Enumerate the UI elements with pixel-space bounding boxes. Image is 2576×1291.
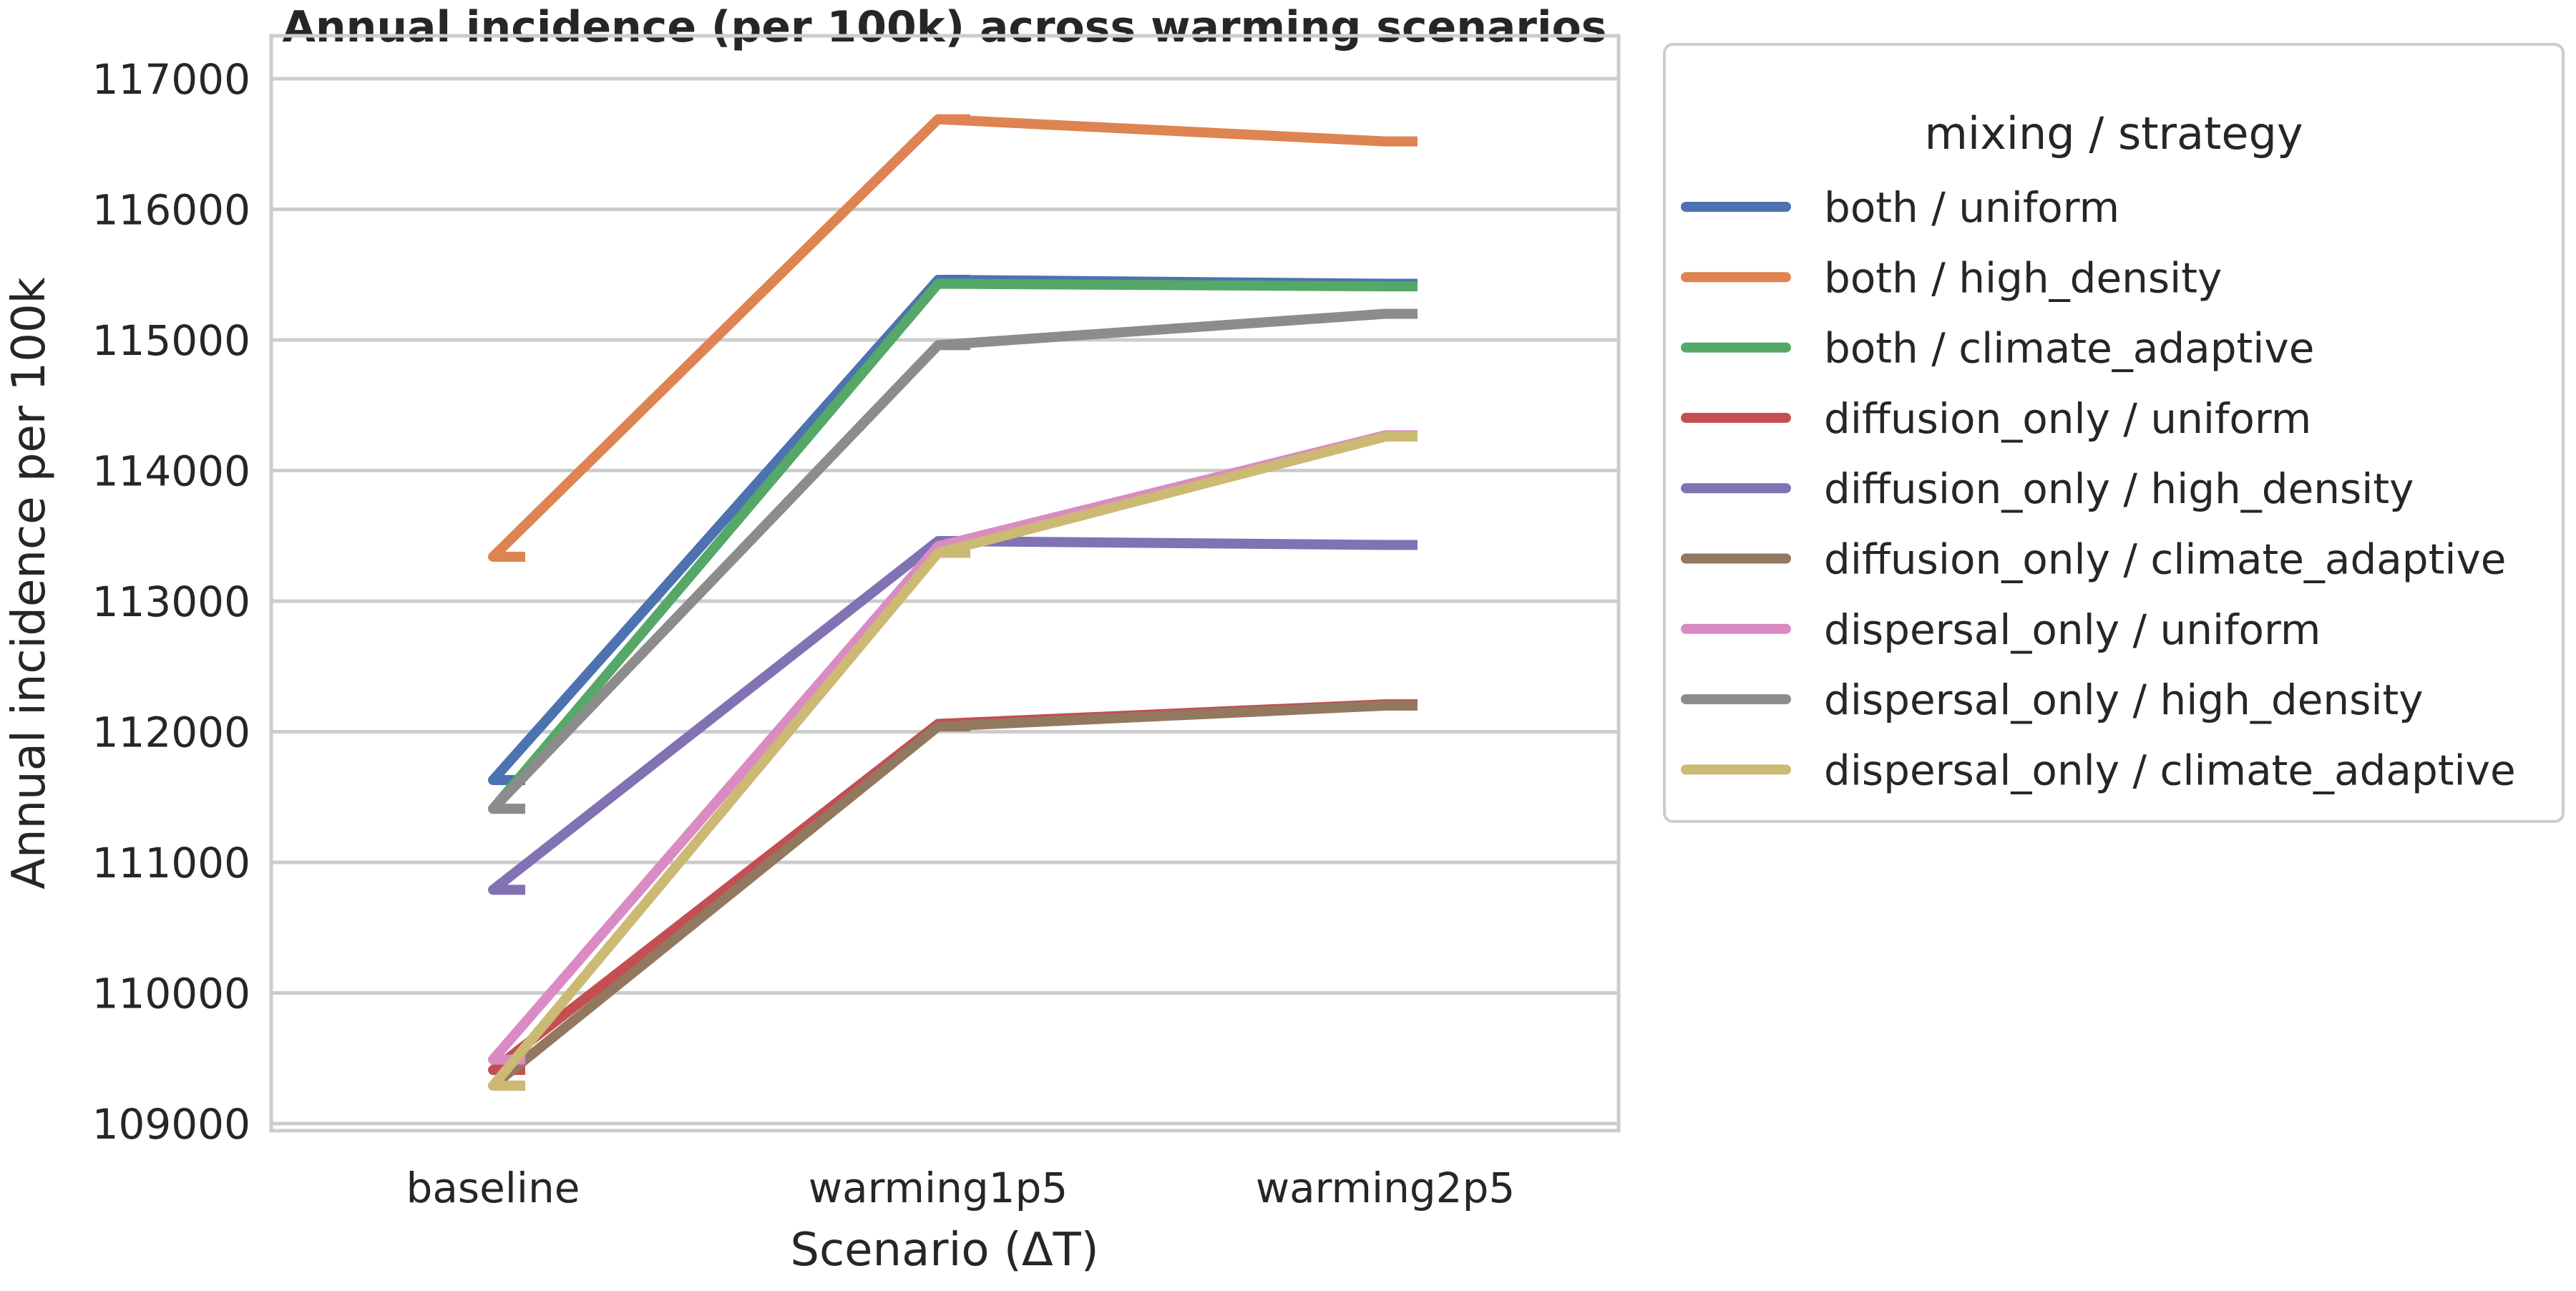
legend-label: dispersal_only / uniform <box>1824 605 2321 654</box>
legend-label: both / climate_adaptive <box>1824 324 2314 373</box>
plot-frame <box>269 34 1621 1133</box>
series-7 <box>488 308 1418 814</box>
x-tick-label: baseline <box>406 1164 580 1212</box>
series-lines <box>488 114 1418 1091</box>
series-line <box>488 432 1390 1091</box>
y-tick-label: 117000 <box>92 55 250 104</box>
x-tick-label: warming1p5 <box>809 1164 1068 1212</box>
legend-label: both / uniform <box>1824 183 2119 232</box>
y-tick-label: 112000 <box>92 708 250 757</box>
legend-item: dispersal_only / uniform <box>1681 605 2321 654</box>
gridlines <box>271 77 1619 1126</box>
y-axis-label: Annual incidence per 100k <box>3 277 56 889</box>
y-tick-label: 109000 <box>92 1100 250 1149</box>
legend-item: both / high_density <box>1681 253 2222 302</box>
chart-title: Annual incidence (per 100k) across warmi… <box>282 2 1606 52</box>
legend-label: dispersal_only / climate_adaptive <box>1824 746 2516 794</box>
y-tick-label: 113000 <box>92 578 250 626</box>
series-line <box>488 275 1390 786</box>
legend: mixing / strategy both / uniform both / h… <box>1663 43 2565 823</box>
y-tick-labels: 109000 110000 111000 112000 113000 114000 1150… <box>92 55 250 1149</box>
legend-item: diffusion_only / climate_adaptive <box>1681 535 2507 584</box>
legend-item: diffusion_only / high_density <box>1681 464 2414 513</box>
legend-item: both / uniform <box>1681 183 2119 232</box>
legend-title: mixing / strategy <box>1924 107 2303 160</box>
y-tick-label: 114000 <box>92 447 250 496</box>
legend-label: diffusion_only / uniform <box>1824 394 2311 443</box>
legend-item: diffusion_only / uniform <box>1681 394 2311 443</box>
series-line <box>488 699 1390 1076</box>
series-1 <box>488 114 1418 562</box>
y-tick-label: 111000 <box>92 839 250 887</box>
legend-item: dispersal_only / high_density <box>1681 676 2424 724</box>
legend-item: dispersal_only / climate_adaptive <box>1681 746 2516 794</box>
series-line <box>488 308 1390 814</box>
series-line <box>488 114 1390 562</box>
x-tick-label: warming2p5 <box>1256 1164 1516 1212</box>
legend-label: diffusion_only / climate_adaptive <box>1824 535 2507 584</box>
legend-label: both / high_density <box>1824 253 2222 302</box>
y-tick-label: 116000 <box>92 186 250 235</box>
x-axis-label: Scenario (ΔT) <box>790 1224 1098 1277</box>
legend-label: dispersal_only / high_density <box>1824 676 2424 724</box>
y-tick-label: 110000 <box>92 970 250 1018</box>
series-line <box>488 701 1390 1091</box>
x-tick-labels: baseline warming1p5 warming2p5 <box>406 1164 1516 1212</box>
y-tick-label: 115000 <box>92 316 250 365</box>
series-3 <box>488 699 1418 1076</box>
legend-item: both / climate_adaptive <box>1681 324 2314 373</box>
legend-frame <box>1663 43 2565 823</box>
series-8 <box>488 432 1418 1091</box>
legend-label: diffusion_only / high_density <box>1824 464 2414 513</box>
